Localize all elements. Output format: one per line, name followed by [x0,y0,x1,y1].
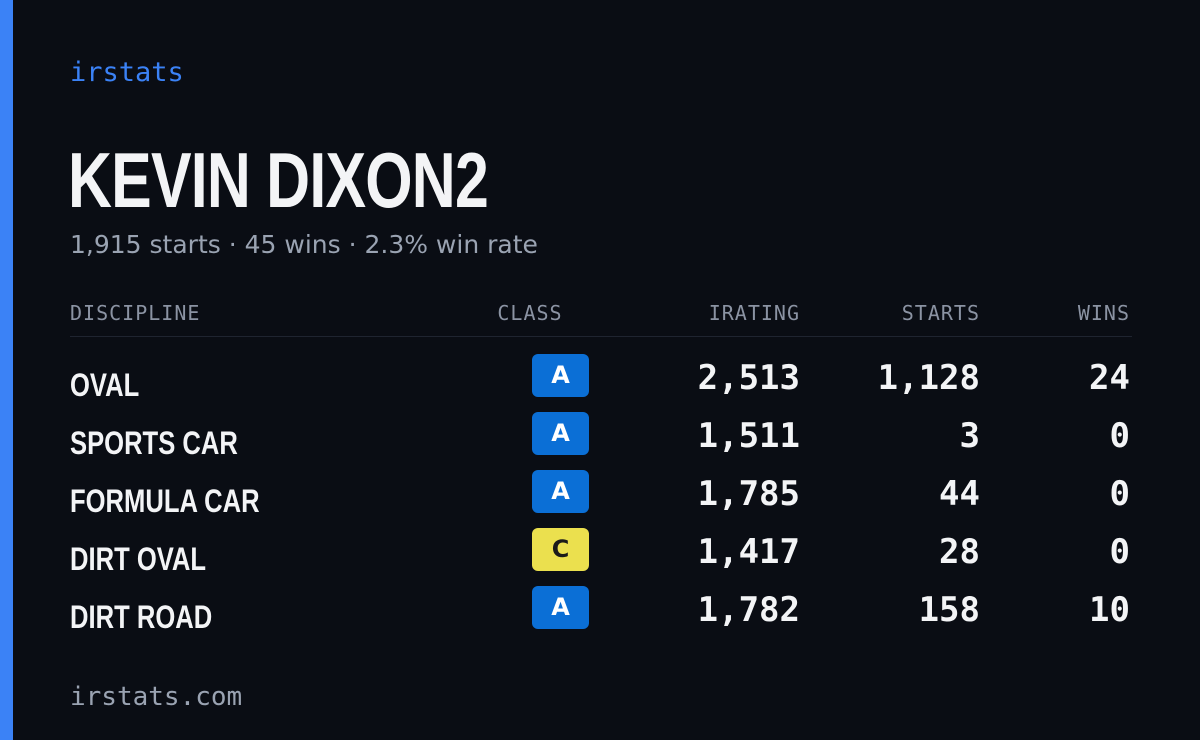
table-row: SPORTS CAR A 1,511 3 0 [70,408,1132,466]
starts-value: 44 [939,474,980,514]
table-row: DIRT ROAD A 1,782 158 10 [70,582,1132,640]
discipline-name: FORMULA CAR [70,483,260,519]
header-class: CLASS [497,301,563,325]
irating-value: 1,511 [697,416,800,456]
table-row: OVAL A 2,513 1,128 24 [70,350,1132,408]
wins-value: 0 [1109,474,1130,514]
brand-logo: irstats [70,57,184,88]
class-badge: C [532,528,589,571]
class-badge: A [532,470,589,513]
class-badge: A [532,412,589,455]
discipline-name: OVAL [70,367,140,403]
header-discipline: DISCIPLINE [70,301,201,325]
table-row: DIRT OVAL C 1,417 28 0 [70,524,1132,582]
wins-value: 0 [1109,532,1130,572]
starts-value: 158 [918,590,980,630]
accent-bar [0,0,13,740]
wins-value: 24 [1089,358,1130,398]
starts-value: 1,128 [877,358,980,398]
starts-value: 28 [939,532,980,572]
table-row: FORMULA CAR A 1,785 44 0 [70,466,1132,524]
class-badge: A [532,586,589,629]
starts-value: 3 [959,416,980,456]
discipline-name: DIRT OVAL [70,541,207,577]
header-starts: STARTS [901,301,980,325]
discipline-name: SPORTS CAR [70,425,238,461]
irating-value: 1,782 [697,590,800,630]
discipline-table: OVAL A 2,513 1,128 24 SPORTS CAR A 1,511… [70,350,1132,640]
wins-value: 0 [1109,416,1130,456]
table-header: DISCIPLINE CLASS IRATING STARTS WINS [70,298,1132,337]
header-irating: IRATING [708,301,800,325]
class-badge: A [532,354,589,397]
irating-value: 2,513 [697,358,800,398]
irating-value: 1,417 [697,532,800,572]
footer-url: irstats.com [70,682,243,712]
driver-name: KEVIN DIXON2 [68,136,489,224]
driver-summary: 1,915 starts · 45 wins · 2.3% win rate [70,230,538,259]
wins-value: 10 [1089,590,1130,630]
irating-value: 1,785 [697,474,800,514]
header-wins: WINS [1077,301,1130,325]
discipline-name: DIRT ROAD [70,599,213,635]
